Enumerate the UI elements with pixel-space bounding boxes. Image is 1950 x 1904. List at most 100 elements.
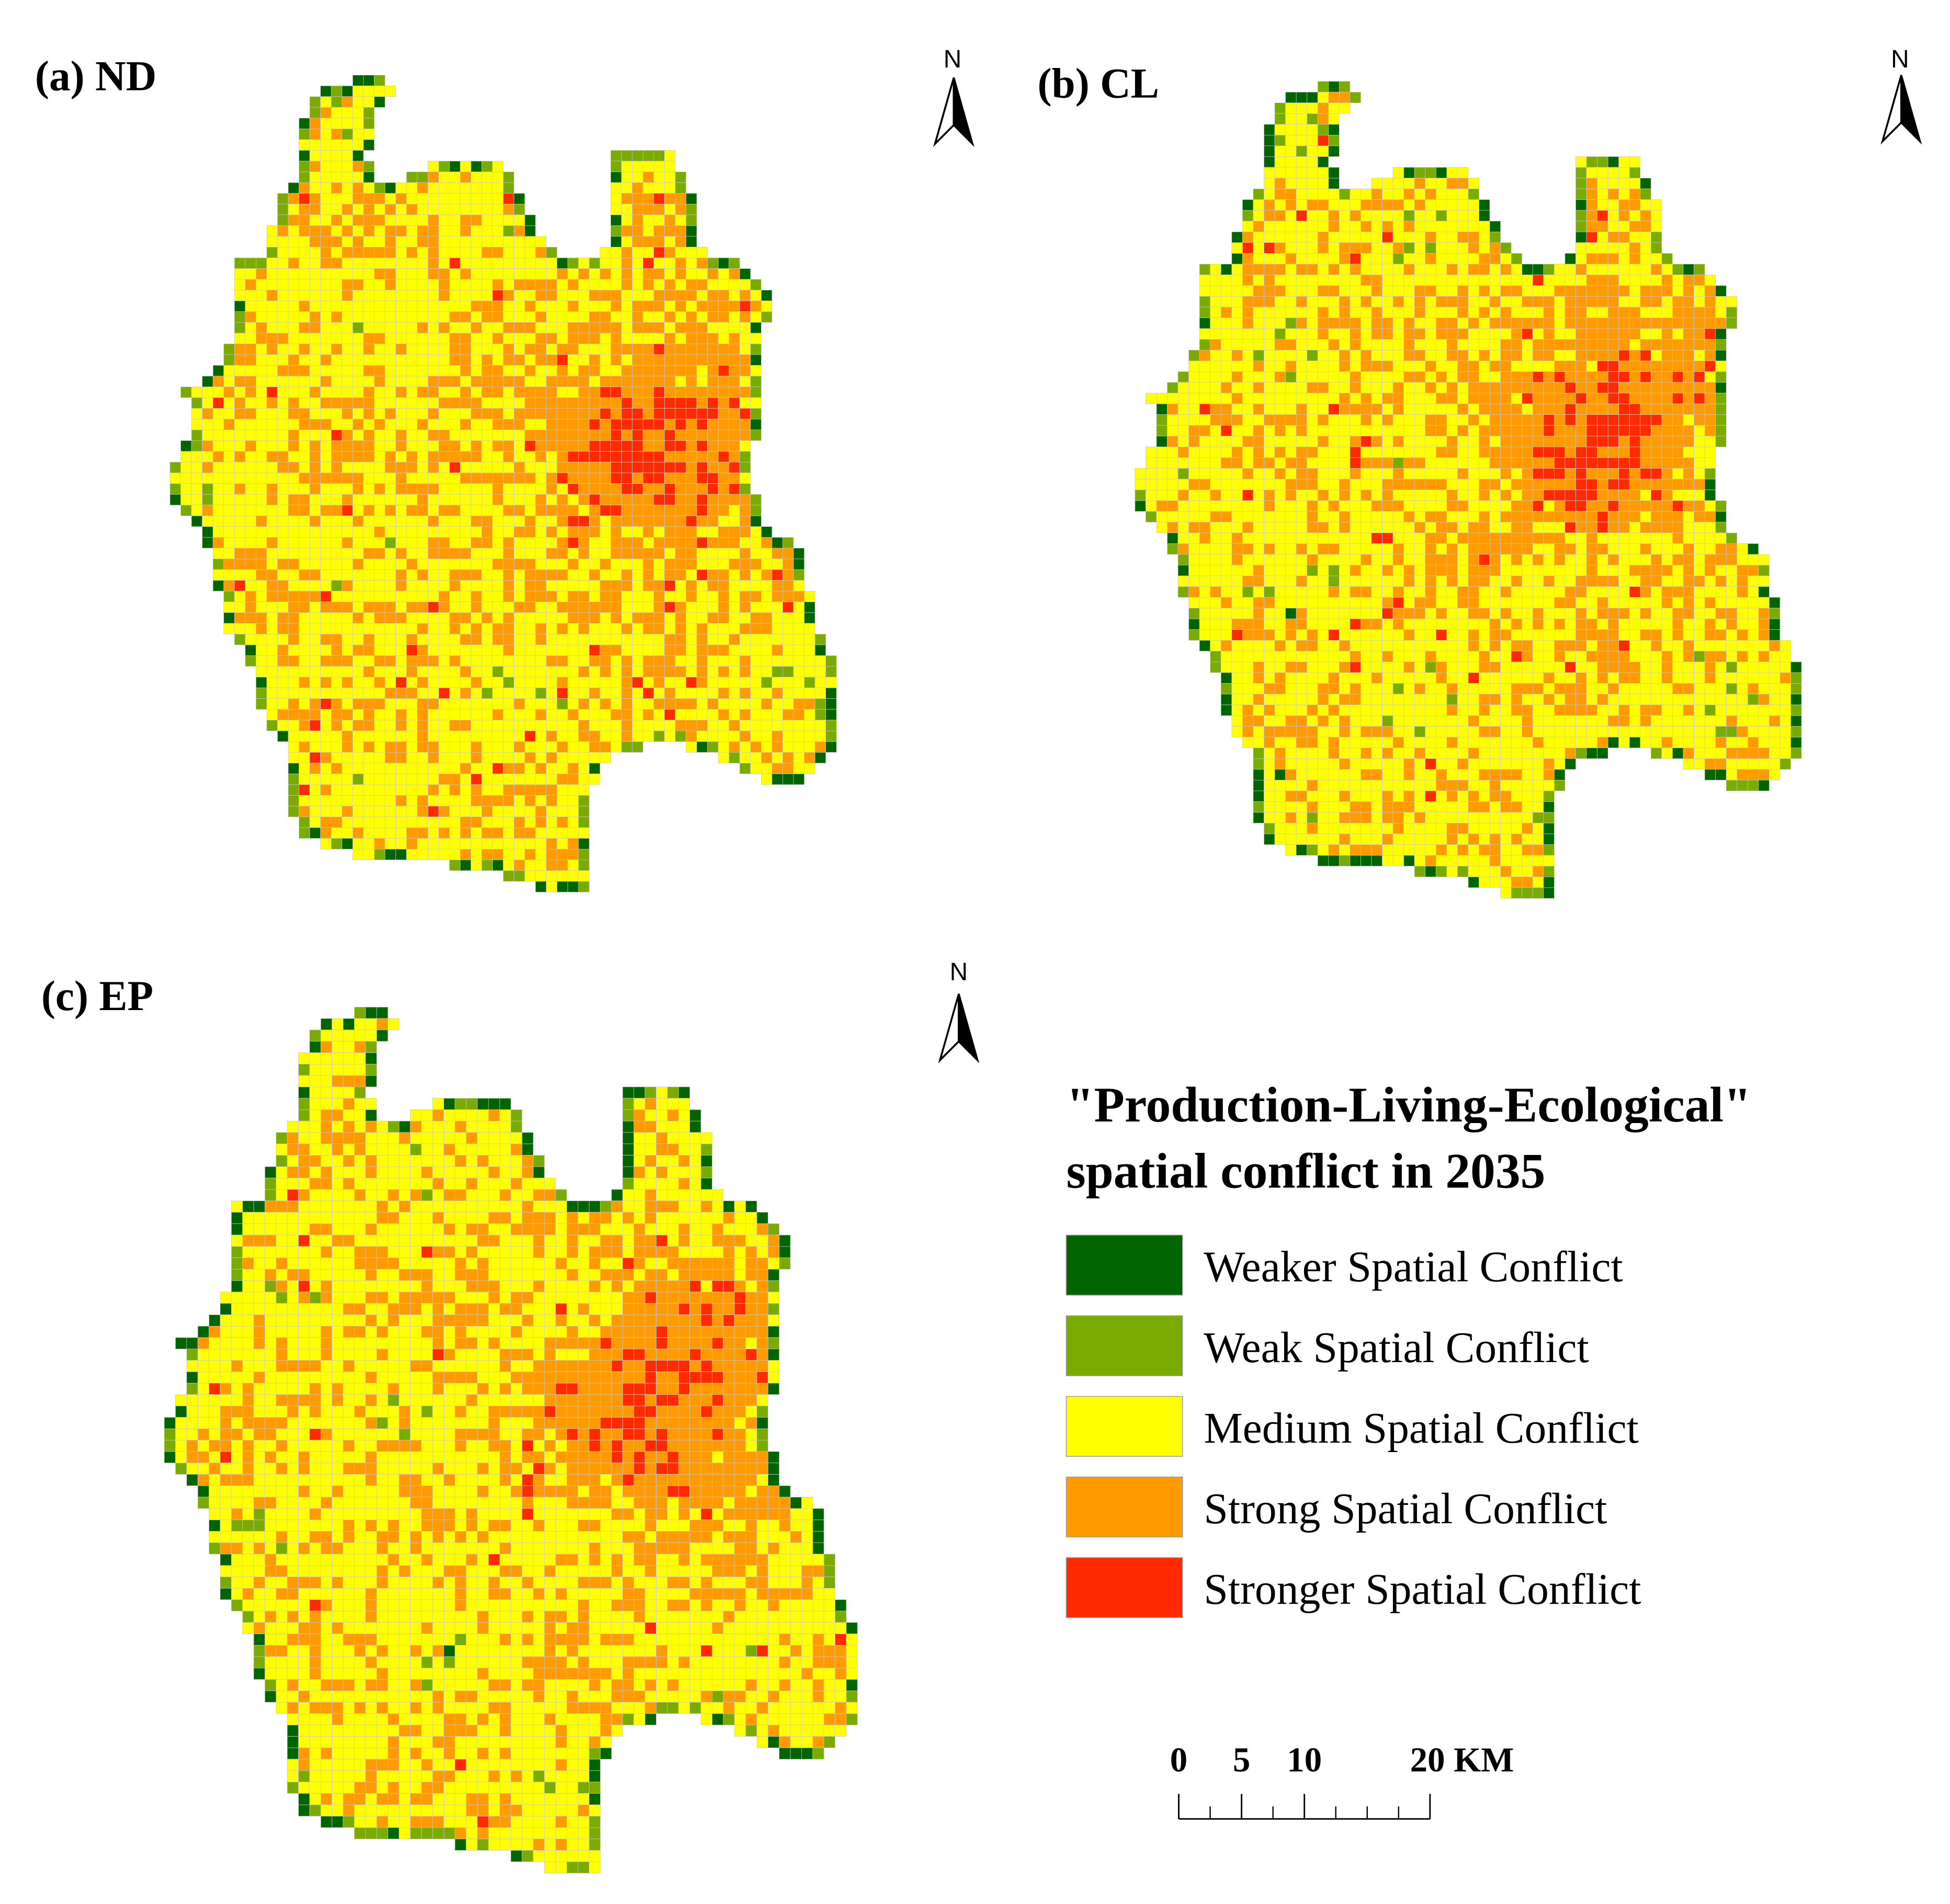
- grid-cell: [331, 257, 343, 269]
- grid-cell: [363, 709, 375, 721]
- grid-cell: [1242, 479, 1254, 490]
- grid-cell: [481, 730, 493, 742]
- grid-cell: [718, 279, 730, 290]
- grid-cell: [438, 376, 450, 387]
- grid-cell: [1328, 92, 1340, 104]
- grid-cell: [535, 408, 547, 420]
- grid-cell: [1339, 446, 1351, 458]
- grid-cell: [696, 279, 708, 290]
- grid-cell: [610, 730, 622, 742]
- grid-cell: [1253, 253, 1264, 265]
- grid-cell: [1264, 328, 1275, 340]
- grid-cell: [234, 559, 246, 570]
- grid-cell: [1522, 275, 1533, 286]
- grid-cell: [406, 279, 418, 290]
- grid-cell: [1661, 393, 1673, 404]
- grid-cell: [1392, 446, 1404, 458]
- grid-cell: [1511, 403, 1523, 415]
- grid-cell: [438, 591, 450, 602]
- grid-cell: [632, 408, 643, 420]
- grid-cell: [1425, 178, 1436, 189]
- grid-cell: [1651, 500, 1662, 512]
- grid-cell: [481, 365, 493, 377]
- grid-cell: [514, 612, 525, 624]
- grid-cell: [729, 515, 740, 527]
- grid-cell: [1651, 425, 1662, 437]
- grid-cell: [331, 806, 343, 818]
- grid-cell: [568, 795, 579, 807]
- grid-cell: [524, 612, 536, 624]
- grid-cell: [761, 623, 773, 634]
- grid-cell: [653, 172, 665, 183]
- grid-cell: [417, 774, 428, 785]
- grid-cell: [686, 451, 697, 462]
- grid-cell: [438, 537, 450, 549]
- grid-cell: [675, 182, 686, 194]
- grid-cell: [460, 462, 471, 473]
- grid-cell: [427, 172, 439, 183]
- grid-cell: [642, 193, 654, 205]
- grid-cell: [353, 344, 364, 355]
- grid-cell: [481, 494, 493, 506]
- grid-cell: [1307, 231, 1318, 243]
- grid-cell: [1575, 414, 1587, 426]
- grid-cell: [223, 494, 235, 506]
- grid-cell: [191, 483, 203, 495]
- grid-cell: [729, 548, 740, 559]
- grid-cell: [696, 623, 708, 634]
- grid-cell: [1586, 468, 1597, 480]
- grid-cell: [288, 225, 299, 237]
- grid-cell: [277, 591, 289, 602]
- grid-cell: [212, 462, 224, 473]
- grid-cell: [309, 172, 321, 183]
- grid-cell: [460, 279, 471, 290]
- grid-cell: [621, 257, 633, 269]
- grid-cell: [460, 505, 471, 516]
- grid-cell: [610, 429, 622, 441]
- grid-cell: [675, 387, 686, 398]
- grid-cell: [1307, 210, 1318, 222]
- grid-cell: [729, 290, 740, 301]
- grid-cell: [1607, 231, 1619, 243]
- grid-cell: [1339, 403, 1351, 415]
- grid-cell: [384, 418, 396, 430]
- grid-cell: [309, 150, 321, 162]
- grid-cell: [223, 548, 235, 559]
- grid-cell: [589, 354, 600, 366]
- grid-cell: [1500, 403, 1512, 415]
- grid-cell: [546, 418, 558, 430]
- grid-cell: [492, 387, 504, 398]
- grid-cell: [266, 322, 278, 334]
- grid-cell: [707, 279, 719, 290]
- grid-cell: [1532, 403, 1544, 415]
- grid-cell: [481, 344, 493, 355]
- grid-cell: [1296, 565, 1308, 576]
- grid-cell: [1479, 554, 1490, 565]
- grid-cell: [406, 623, 418, 634]
- grid-cell: [707, 268, 719, 280]
- grid-cell: [1274, 565, 1286, 576]
- grid-cell: [535, 505, 547, 516]
- grid-cell: [1532, 339, 1544, 350]
- grid-cell: [653, 268, 665, 280]
- grid-cell: [1715, 318, 1727, 329]
- grid-cell: [503, 806, 515, 818]
- grid-cell: [1629, 446, 1641, 458]
- grid-cell: [599, 418, 611, 430]
- grid-cell: [783, 666, 794, 677]
- grid-cell: [427, 612, 439, 624]
- grid-cell: [524, 344, 536, 355]
- grid-cell: [492, 236, 504, 247]
- grid-cell: [342, 429, 353, 441]
- grid-cell: [1264, 178, 1275, 189]
- grid-cell: [696, 644, 708, 656]
- grid-cell: [1328, 360, 1340, 372]
- grid-cell: [1242, 371, 1254, 383]
- grid-cell: [417, 279, 428, 290]
- grid-cell: [1317, 103, 1329, 114]
- grid-cell: [438, 741, 450, 753]
- grid-cell: [449, 505, 461, 516]
- grid-cell: [353, 537, 364, 549]
- grid-cell: [772, 730, 783, 742]
- grid-cell: [1704, 565, 1716, 576]
